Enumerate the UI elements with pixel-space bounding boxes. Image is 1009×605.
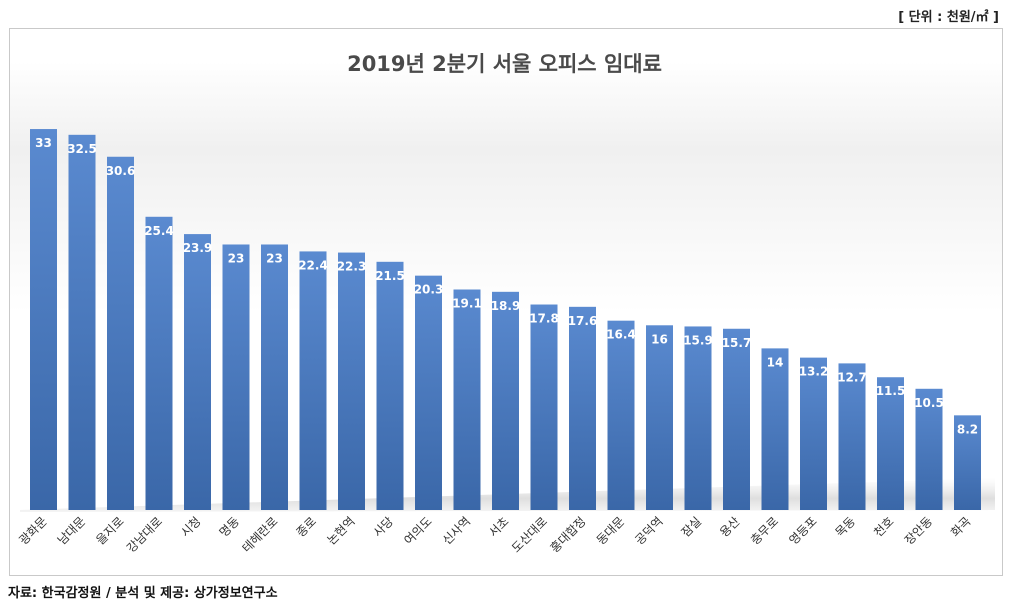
x-tick-label-남대문: 남대문 xyxy=(55,514,88,547)
x-tick-label-논현역: 논현역 xyxy=(324,514,357,547)
bar-홍대합정 xyxy=(569,306,596,510)
x-tick-label-사당: 사당 xyxy=(371,514,397,540)
x-tick-label-을지로: 을지로 xyxy=(93,514,126,547)
x-tick-label-장안동: 장안동 xyxy=(902,514,935,547)
x-tick-label-테헤란로: 테헤란로 xyxy=(239,514,280,555)
bar-화곡 xyxy=(954,415,981,510)
x-tick-label-도산대로: 도산대로 xyxy=(509,514,550,555)
bar-영등포 xyxy=(800,357,827,510)
data-label-목동: 12.7 xyxy=(837,370,867,384)
x-tick-label-공덕역: 공덕역 xyxy=(632,514,665,547)
data-label-공덕역: 16 xyxy=(651,332,668,346)
data-label-용산: 15.7 xyxy=(722,336,752,350)
data-label-테헤란로: 23 xyxy=(266,251,283,265)
source-label: 자료: 한국감정원 / 분석 및 제공: 상가정보연구소 xyxy=(8,586,278,601)
data-label-시청: 23.9 xyxy=(183,241,213,255)
data-label-화곡: 8.2 xyxy=(957,422,978,436)
bar-잠실 xyxy=(684,326,712,510)
bar-논현역 xyxy=(338,252,365,511)
data-label-사당: 21.5 xyxy=(375,269,405,283)
unit-label: [ 단위 : 천원/㎡ ] xyxy=(898,10,999,25)
x-tick-label-시청: 시청 xyxy=(178,514,204,540)
data-label-홍대합정: 17.6 xyxy=(568,314,598,328)
data-label-천호: 11.5 xyxy=(876,384,906,398)
x-tick-label-여의도: 여의도 xyxy=(401,514,434,547)
data-label-명동: 23 xyxy=(228,251,245,265)
x-tick-label-서초: 서초 xyxy=(486,514,512,540)
x-tick-label-잠실: 잠실 xyxy=(679,514,705,540)
x-tick-label-종로: 종로 xyxy=(294,514,320,540)
bar-종로 xyxy=(299,251,327,511)
bar-광화문 xyxy=(30,129,57,510)
bar-용산 xyxy=(723,328,750,510)
x-tick-label-충무로: 충무로 xyxy=(748,514,781,547)
x-tick-label-천호: 천호 xyxy=(870,514,896,540)
bar-공덕역 xyxy=(646,325,673,510)
data-label-을지로: 30.6 xyxy=(106,164,136,178)
data-label-장안동: 10.5 xyxy=(914,396,944,410)
bar-서초 xyxy=(492,291,519,510)
data-label-서초: 18.9 xyxy=(491,299,521,313)
x-tick-label-화곡: 화곡 xyxy=(948,514,974,540)
x-tick-label-용산: 용산 xyxy=(717,514,743,540)
bar-을지로 xyxy=(107,156,134,510)
bar-명동 xyxy=(222,244,250,510)
x-tick-label-신사역: 신사역 xyxy=(440,514,473,547)
bar-테헤란로 xyxy=(261,244,288,510)
bar-목동 xyxy=(838,363,866,510)
data-label-남대문: 32.5 xyxy=(67,142,97,156)
x-tick-label-홍대합정: 홍대합정 xyxy=(547,514,588,555)
bar-남대문 xyxy=(68,134,96,511)
data-label-동대문: 16.4 xyxy=(606,328,636,342)
bar-충무로 xyxy=(761,348,789,510)
data-label-충무로: 14 xyxy=(767,355,784,369)
data-label-영등포: 13.2 xyxy=(799,365,829,379)
x-tick-label-목동: 목동 xyxy=(833,514,859,540)
data-label-종로: 22.4 xyxy=(298,258,328,272)
data-label-논현역: 22.3 xyxy=(337,260,367,274)
bar-장안동 xyxy=(915,388,943,510)
bar-사당 xyxy=(376,261,404,510)
chart-title: 2019년 2분기 서울 오피스 임대료 xyxy=(347,52,662,76)
x-tick-label-동대문: 동대문 xyxy=(594,514,627,547)
bar-신사역 xyxy=(453,289,481,510)
x-tick-label-강남대로: 강남대로 xyxy=(124,514,165,555)
bar-도산대로 xyxy=(530,304,558,510)
data-label-강남대로: 25.4 xyxy=(144,224,174,238)
bar-천호 xyxy=(877,377,904,510)
x-tick-label-광화문: 광화문 xyxy=(16,514,49,547)
x-tick-label-명동: 명동 xyxy=(217,514,243,540)
data-label-광화문: 33 xyxy=(35,136,52,150)
bar-강남대로 xyxy=(145,216,173,510)
data-label-잠실: 15.9 xyxy=(683,333,713,347)
data-label-여의도: 20.3 xyxy=(414,283,444,297)
x-tick-label-영등포: 영등포 xyxy=(786,514,819,547)
data-label-신사역: 19.1 xyxy=(452,297,482,311)
bar-여의도 xyxy=(415,275,442,510)
bar-동대문 xyxy=(607,320,635,510)
bar-시청 xyxy=(184,234,211,510)
data-label-도산대로: 17.8 xyxy=(529,312,559,326)
